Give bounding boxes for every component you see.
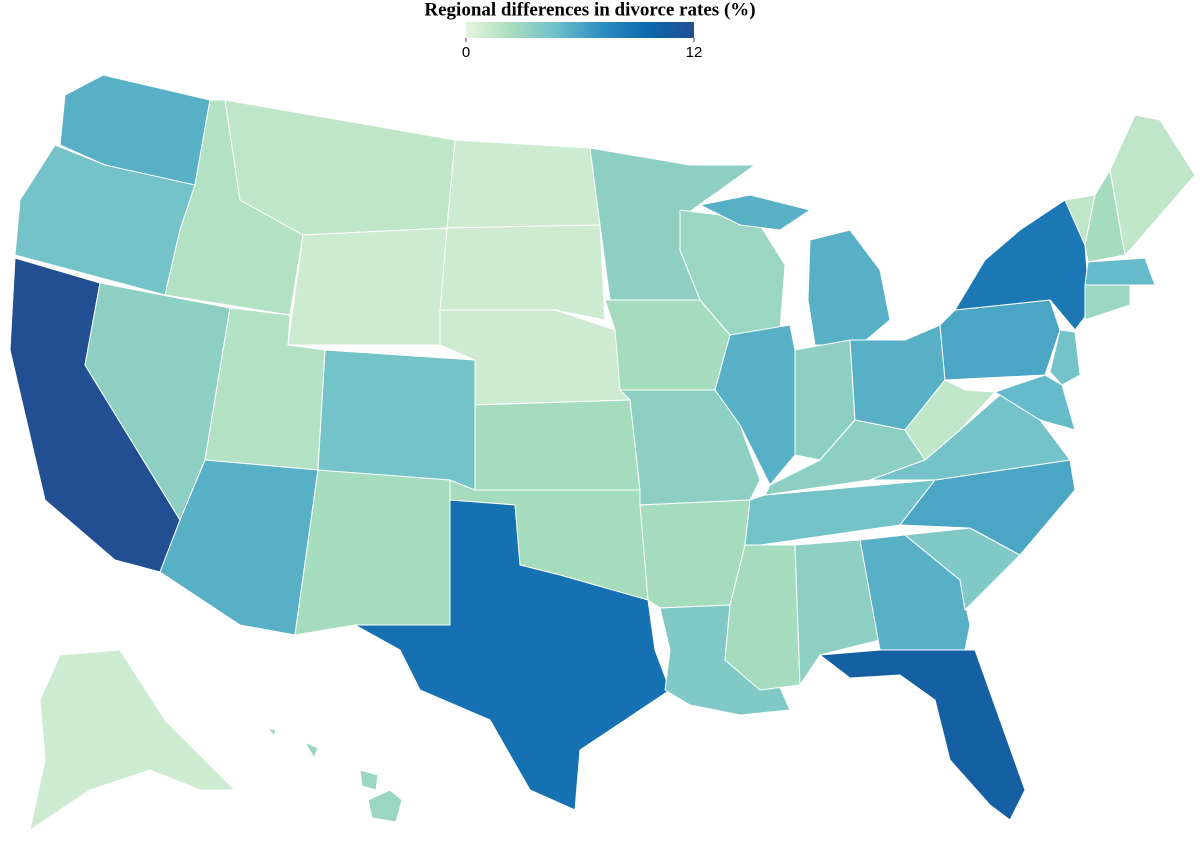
map-title: Regional differences in divorce rates (%… <box>424 0 755 20</box>
region <box>1109 114 1196 256</box>
region <box>794 539 881 686</box>
region <box>267 727 403 823</box>
region <box>354 499 671 811</box>
region <box>1049 329 1081 386</box>
region <box>317 349 476 491</box>
region <box>439 224 606 321</box>
colorbar-tick-label: 0 <box>462 44 470 61</box>
region <box>446 139 601 229</box>
region <box>1084 257 1156 286</box>
region <box>714 324 796 486</box>
colorbar <box>466 22 694 38</box>
region <box>699 194 891 346</box>
region <box>939 299 1061 381</box>
colorbar-tick-label: 12 <box>686 44 703 61</box>
region <box>474 399 641 491</box>
region <box>1084 169 1126 263</box>
region <box>994 374 1076 431</box>
region <box>904 527 1021 611</box>
region <box>29 649 236 831</box>
region <box>287 227 448 346</box>
region <box>819 649 1026 821</box>
region <box>294 469 451 636</box>
region <box>1084 284 1131 321</box>
